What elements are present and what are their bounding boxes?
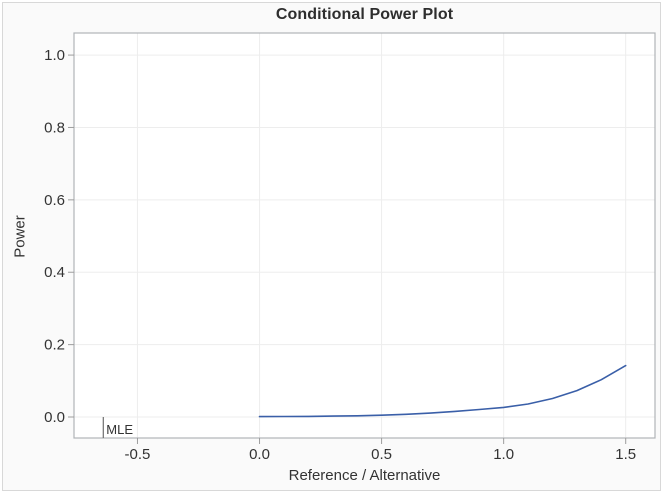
plot-wall-border: [73, 32, 656, 439]
x-tick-label: 1.5: [615, 446, 636, 463]
mle-label: MLE: [106, 422, 133, 437]
conditional-power-curve: [258, 364, 627, 418]
x-tick-label: 0.0: [249, 446, 270, 463]
x-axis-title: Reference / Alternative: [288, 467, 441, 484]
y-tick-label: 0.8: [44, 119, 65, 136]
x-tick-label: 1.0: [493, 446, 514, 463]
x-tick-label: 0.5: [371, 446, 392, 463]
y-axis-title: Power: [11, 215, 29, 258]
y-tick-label: 0.0: [44, 409, 65, 426]
x-tick-label: -0.5: [125, 446, 151, 463]
chart-title: Conditional Power Plot: [275, 6, 454, 23]
y-tick-label: 1.0: [44, 47, 65, 64]
y-tick-label: 0.6: [44, 192, 65, 209]
y-tick-label: 0.4: [44, 264, 65, 281]
y-tick-label: 0.2: [44, 337, 65, 354]
plot-wall: [74, 33, 655, 438]
